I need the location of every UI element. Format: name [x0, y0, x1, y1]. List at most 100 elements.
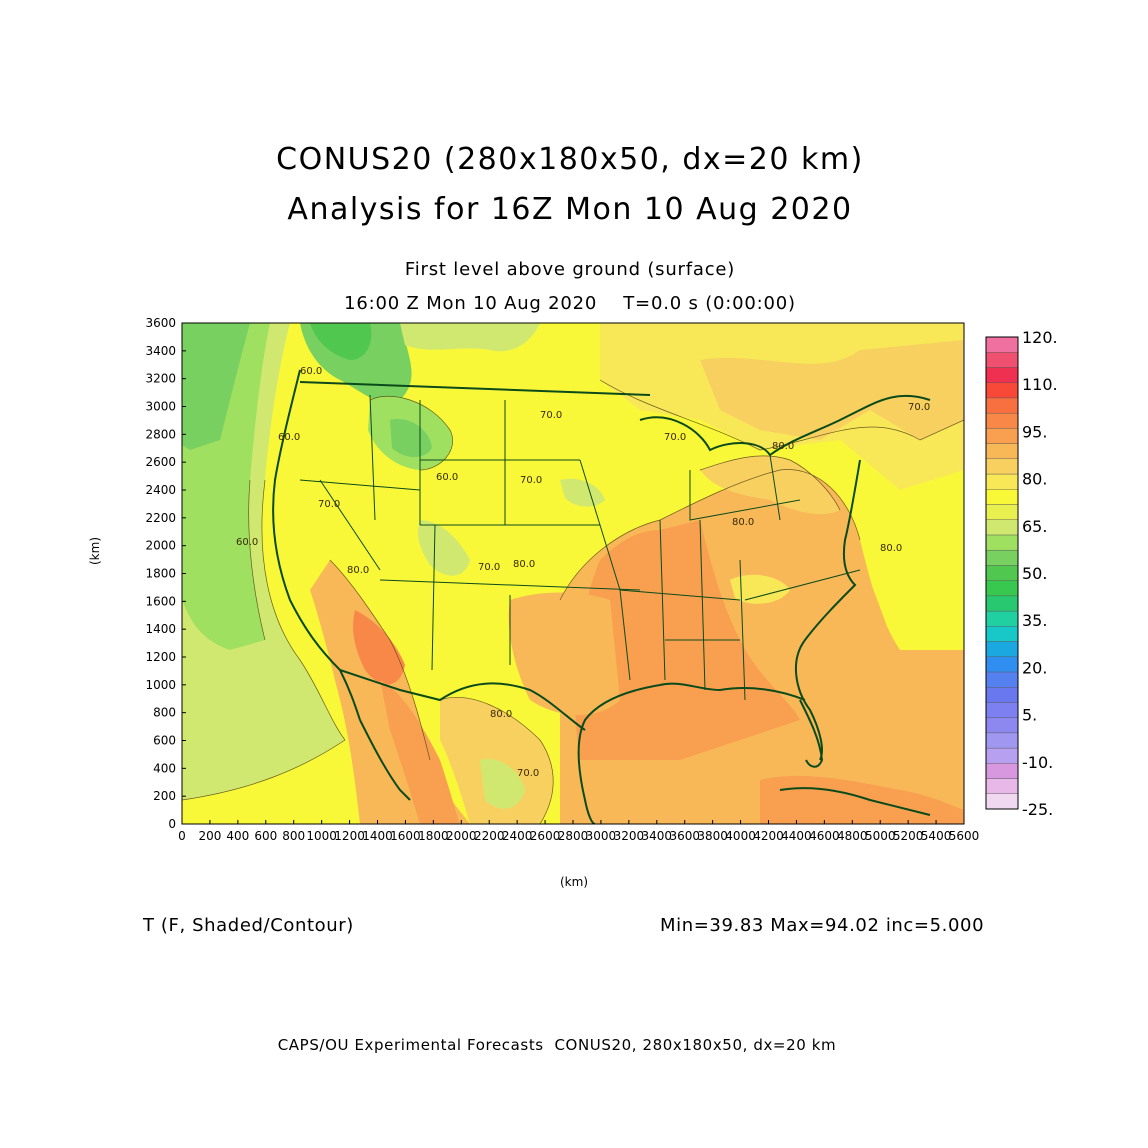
y-tick-label: 2800 — [145, 427, 176, 441]
colorbar-swatch — [985, 580, 1019, 597]
colorbar-frame — [985, 336, 1019, 810]
colorbar-swatch — [985, 717, 1019, 734]
region-canada-plains-cool — [400, 323, 540, 352]
gulf-coastline — [577, 682, 806, 824]
colorbar-label: 35. — [1022, 611, 1047, 630]
region-texas-warm — [508, 592, 620, 715]
plot-subtitle-time: 16:00 Z Mon 10 Aug 2020 T=0.0 s (0:00:00… — [344, 293, 796, 314]
plot-subtitle-level: First level above ground (surface) — [404, 259, 736, 280]
colorbar-swatch — [985, 473, 1019, 490]
colorbar-label: 5. — [1022, 706, 1037, 725]
x-tick-label: 3000 — [586, 829, 617, 843]
colorbar-swatch — [985, 595, 1019, 612]
x-tick-label: 200 — [198, 829, 221, 843]
contour-label: 70.0 — [664, 432, 686, 443]
y-axis-ticks: 0 200 400 600 800 1000 1200 1400 1600 1800 2000 220… — [145, 316, 186, 831]
variable-label: T (F, Shaded/Contour) — [143, 915, 354, 936]
x-tick-label: 1000 — [306, 829, 337, 843]
contour-label: 70.0 — [478, 562, 500, 573]
colorbar-swatch — [985, 763, 1019, 779]
colorbar-swatch — [985, 702, 1019, 718]
florida-coast — [799, 699, 824, 768]
colorbar-swatch — [985, 747, 1019, 764]
field-stats: Min=39.83 Max=94.02 inc=5.000 — [660, 915, 985, 936]
contour-label: 70.0 — [540, 410, 562, 421]
colorbar-label: 80. — [1022, 470, 1047, 489]
contour-labels: 70.0 70.0 60.0 70.0 80.0 80.0 60.0 60.0 … — [236, 366, 930, 779]
geographic-boundaries — [272, 369, 931, 824]
colorbar-swatch — [985, 397, 1019, 414]
x-tick-label: 2600 — [530, 829, 561, 843]
region-sw-desert-hottest — [353, 610, 405, 685]
y-tick-label: 2600 — [145, 455, 176, 469]
contour-label: 60.0 — [278, 432, 300, 443]
contour-label: 70.0 — [318, 499, 340, 510]
colorbar-label: 95. — [1022, 422, 1047, 441]
colorbar-swatch — [985, 610, 1019, 627]
colorbar-label: 120. — [1022, 328, 1058, 347]
x-tick-label: 2000 — [446, 829, 477, 843]
y-tick-label: 3000 — [145, 400, 176, 414]
contour-label: 70.0 — [517, 768, 539, 779]
colorbar-swatch — [985, 382, 1019, 399]
y-tick-label: 0 — [168, 817, 176, 831]
x-tick-label: 1200 — [334, 829, 365, 843]
x-tick-label: 5200 — [893, 829, 924, 843]
y-tick-label: 2200 — [145, 511, 176, 525]
y-axis-unit: (km) — [88, 536, 102, 565]
contour-label: 80.0 — [880, 543, 902, 554]
colorbar-swatch — [985, 412, 1019, 429]
colorbar-label: 50. — [1022, 564, 1047, 583]
region-baja-hot — [380, 680, 460, 824]
region-pacific-coolest — [182, 323, 250, 450]
x-tick-label: 3400 — [642, 829, 673, 843]
x-tick-label: 0 — [178, 829, 186, 843]
colorbar-label: -25. — [1022, 800, 1053, 819]
contour-label: 60.0 — [236, 537, 258, 548]
contour-label: 70.0 — [908, 402, 930, 413]
y-tick-label: 1000 — [145, 678, 176, 692]
west-coastline — [272, 369, 361, 721]
region-ohio-valley — [700, 455, 840, 515]
region-atlantic — [800, 560, 964, 824]
region-canada-warm — [700, 340, 964, 440]
x-tick-label: 1800 — [418, 829, 449, 843]
x-tick-label: 4600 — [809, 829, 840, 843]
region-mexico-cool — [480, 759, 525, 809]
colorbar-labels: 120. 110. 95. 80. 65. 50. 35. 20. 5. -10. -25. — [1022, 328, 1058, 819]
x-tick-label: 5000 — [865, 829, 896, 843]
contour-label: 70.0 — [520, 475, 542, 486]
colorbar-label: 65. — [1022, 517, 1047, 536]
temperature-field: 70.0 70.0 60.0 70.0 80.0 80.0 60.0 60.0 … — [182, 323, 964, 824]
y-tick-label: 2000 — [145, 539, 176, 553]
y-tick-label: 3200 — [145, 372, 176, 386]
x-tick-label: 4000 — [725, 829, 756, 843]
canada-border — [299, 381, 651, 396]
x-tick-label: 1400 — [362, 829, 393, 843]
y-tick-label: 2400 — [145, 483, 176, 497]
colorbar-swatch — [985, 549, 1019, 566]
colorbar-swatch — [985, 793, 1019, 810]
x-tick-label: 600 — [254, 829, 277, 843]
y-tick-label: 1400 — [145, 622, 176, 636]
x-axis-ticks: 0 200 400 600 800 100012001400160018002000220… — [178, 820, 979, 843]
y-tick-label: 1600 — [145, 594, 176, 608]
contour-label: 80.0 — [772, 441, 794, 452]
y-tick-label: 600 — [153, 734, 176, 748]
y-tick-label: 200 — [153, 789, 176, 803]
x-tick-label: 3600 — [669, 829, 700, 843]
colorbar-label: -10. — [1022, 753, 1053, 772]
contour-label: 80.0 — [513, 559, 535, 570]
y-tick-label: 800 — [153, 706, 176, 720]
x-tick-label: 2400 — [502, 829, 533, 843]
colorbar-label: 110. — [1022, 375, 1058, 394]
baja-coast — [359, 719, 411, 801]
colorbar-swatch — [985, 686, 1019, 703]
colorbar-swatch — [985, 656, 1019, 673]
region-appalachian-cool — [730, 574, 790, 604]
colorbar-swatch — [985, 778, 1019, 794]
footer-credit: CAPS/OU Experimental Forecasts CONUS20, … — [277, 1036, 837, 1054]
colorbar-swatch — [985, 519, 1019, 536]
mexico-border — [339, 669, 586, 731]
colorbar-swatch — [985, 367, 1019, 383]
